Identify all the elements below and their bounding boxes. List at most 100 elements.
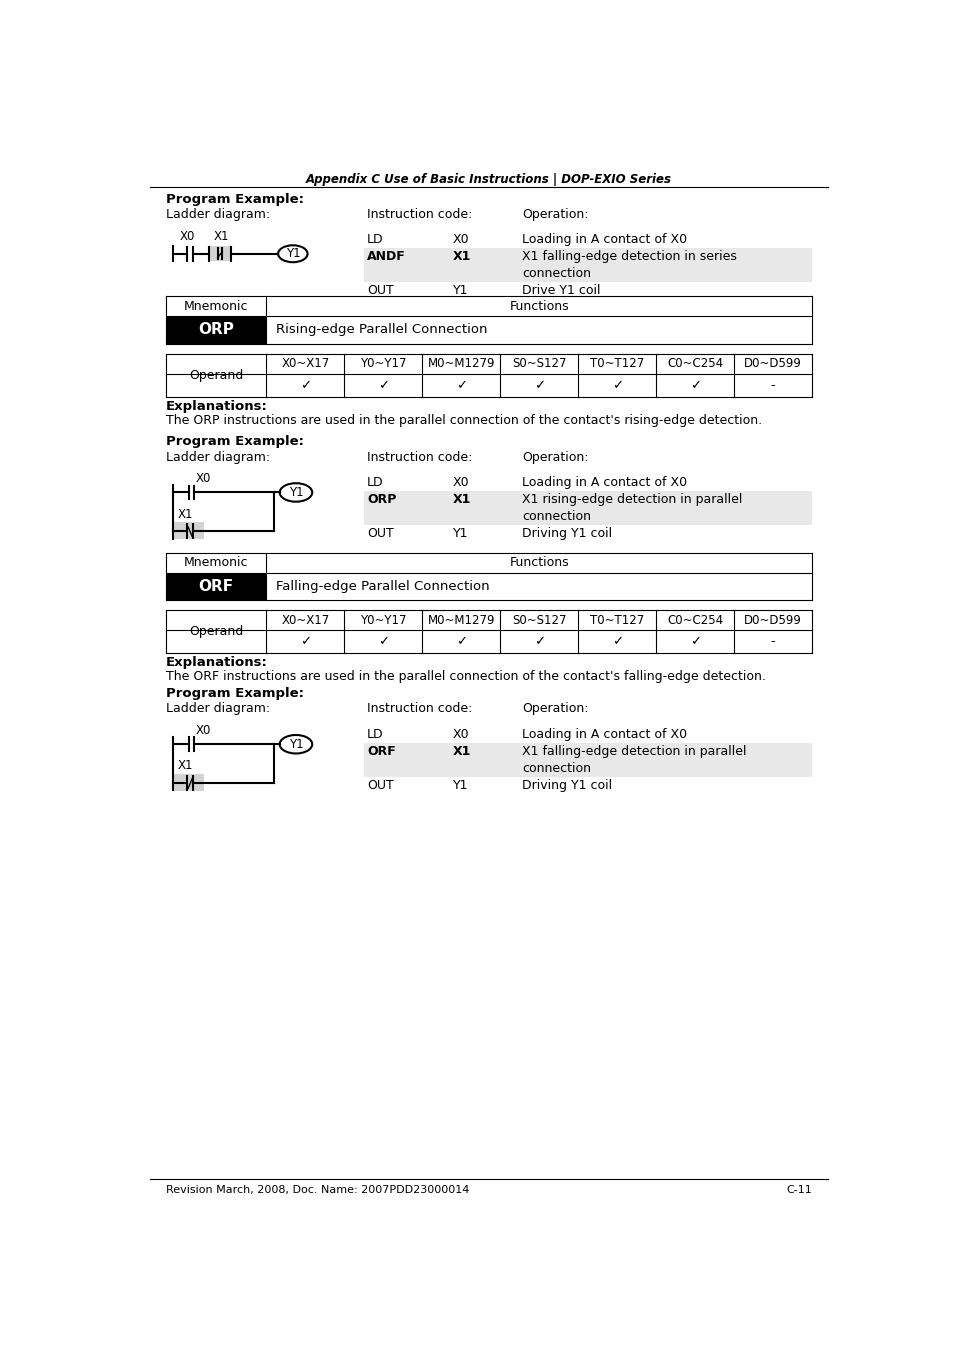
Text: Explanations:: Explanations:: [166, 400, 268, 412]
Text: ✓: ✓: [689, 378, 700, 392]
Text: X1: X1: [452, 250, 471, 263]
Bar: [364, 490, 811, 524]
Text: Driving Y1 coil: Driving Y1 coil: [521, 778, 612, 792]
Text: S0~S127: S0~S127: [512, 358, 566, 370]
Text: T0~T127: T0~T127: [590, 613, 643, 627]
Text: X0: X0: [452, 476, 469, 489]
Text: Ladder diagram:: Ladder diagram:: [166, 703, 270, 715]
Text: Operand: Operand: [189, 626, 243, 638]
Text: Ladder diagram:: Ladder diagram:: [166, 450, 270, 463]
Bar: [173, 523, 204, 539]
Bar: [166, 573, 266, 600]
Bar: [166, 316, 266, 345]
Text: D0~D599: D0~D599: [743, 613, 801, 627]
Text: Y1: Y1: [452, 284, 468, 297]
Text: X1 rising-edge detection in parallel: X1 rising-edge detection in parallel: [521, 493, 741, 505]
Text: OUT: OUT: [367, 284, 394, 297]
Text: Y1: Y1: [285, 247, 300, 261]
Text: Drive Y1 coil: Drive Y1 coil: [521, 284, 600, 297]
Text: C0~C254: C0~C254: [666, 613, 722, 627]
Text: ✓: ✓: [611, 378, 622, 392]
Text: X0: X0: [452, 728, 469, 740]
Text: Y0~Y17: Y0~Y17: [360, 358, 406, 370]
Text: Instruction code:: Instruction code:: [367, 450, 472, 463]
Text: X1: X1: [177, 508, 193, 520]
Text: Y1: Y1: [289, 738, 303, 751]
Text: ✓: ✓: [456, 378, 466, 392]
Bar: [209, 246, 231, 262]
Text: Mnemonic: Mnemonic: [184, 300, 248, 312]
Text: -: -: [770, 378, 775, 392]
Text: Program Example:: Program Example:: [166, 686, 303, 700]
Text: X0: X0: [452, 234, 469, 246]
Text: X1: X1: [452, 744, 471, 758]
Text: ✓: ✓: [299, 378, 311, 392]
Text: Instruction code:: Instruction code:: [367, 703, 472, 715]
Text: ✓: ✓: [533, 635, 544, 648]
Text: Y1: Y1: [452, 778, 468, 792]
Text: Y1: Y1: [452, 527, 468, 540]
Text: Falling-edge Parallel Connection: Falling-edge Parallel Connection: [275, 580, 489, 593]
Text: Driving Y1 coil: Driving Y1 coil: [521, 527, 612, 540]
Text: T0~T127: T0~T127: [590, 358, 643, 370]
Text: Rising-edge Parallel Connection: Rising-edge Parallel Connection: [275, 323, 487, 336]
Text: Mnemonic: Mnemonic: [184, 557, 248, 569]
Text: ✓: ✓: [611, 635, 622, 648]
Bar: [364, 249, 811, 282]
Text: Ladder diagram:: Ladder diagram:: [166, 208, 270, 222]
Text: Explanations:: Explanations:: [166, 657, 268, 669]
Text: ✓: ✓: [533, 378, 544, 392]
Text: Loading in A contact of X0: Loading in A contact of X0: [521, 728, 687, 740]
Text: X0~X17: X0~X17: [281, 613, 329, 627]
Text: C-11: C-11: [785, 1185, 811, 1196]
Text: X1: X1: [452, 493, 471, 505]
Text: LD: LD: [367, 234, 383, 246]
Text: OUT: OUT: [367, 778, 394, 792]
Text: connection: connection: [521, 509, 591, 523]
Text: Y0~Y17: Y0~Y17: [360, 613, 406, 627]
Text: ✓: ✓: [377, 378, 389, 392]
Text: X0: X0: [195, 471, 211, 485]
Text: ✓: ✓: [377, 635, 389, 648]
Text: X1 falling-edge detection in parallel: X1 falling-edge detection in parallel: [521, 744, 746, 758]
Text: connection: connection: [521, 762, 591, 774]
Text: Functions: Functions: [509, 557, 569, 569]
Text: Program Example:: Program Example:: [166, 193, 303, 205]
Text: S0~S127: S0~S127: [512, 613, 566, 627]
Text: ✓: ✓: [456, 635, 466, 648]
Text: connection: connection: [521, 267, 591, 280]
Text: Operation:: Operation:: [521, 703, 588, 715]
Text: ORF: ORF: [198, 578, 233, 594]
Text: Operand: Operand: [189, 369, 243, 382]
Text: X1 falling-edge detection in series: X1 falling-edge detection in series: [521, 250, 737, 263]
Text: ORF: ORF: [367, 744, 395, 758]
Text: Program Example:: Program Example:: [166, 435, 303, 449]
Text: The ORP instructions are used in the parallel connection of the contact's rising: The ORP instructions are used in the par…: [166, 413, 761, 427]
Text: Operation:: Operation:: [521, 208, 588, 222]
Text: LD: LD: [367, 728, 383, 740]
Text: Revision March, 2008, Doc. Name: 2007PDD23000014: Revision March, 2008, Doc. Name: 2007PDD…: [166, 1185, 469, 1196]
Text: Instruction code:: Instruction code:: [367, 208, 472, 222]
Text: Loading in A contact of X0: Loading in A contact of X0: [521, 234, 687, 246]
Text: X0~X17: X0~X17: [281, 358, 329, 370]
Text: Appendix C Use of Basic Instructions | DOP-EXIO Series: Appendix C Use of Basic Instructions | D…: [306, 173, 671, 185]
Text: ✓: ✓: [689, 635, 700, 648]
Text: ORP: ORP: [367, 493, 396, 505]
Text: X1: X1: [213, 230, 229, 243]
Text: M0~M1279: M0~M1279: [427, 613, 495, 627]
Text: -: -: [770, 635, 775, 648]
Text: ORP: ORP: [198, 323, 233, 338]
Bar: [173, 774, 204, 792]
Text: Functions: Functions: [509, 300, 569, 312]
Text: LD: LD: [367, 476, 383, 489]
Text: X0: X0: [179, 230, 194, 243]
Text: Operation:: Operation:: [521, 450, 588, 463]
Text: X0: X0: [195, 724, 211, 736]
Text: D0~D599: D0~D599: [743, 358, 801, 370]
Text: OUT: OUT: [367, 527, 394, 540]
Text: ✓: ✓: [299, 635, 311, 648]
Text: M0~M1279: M0~M1279: [427, 358, 495, 370]
Text: Y1: Y1: [289, 486, 303, 499]
Text: ANDF: ANDF: [367, 250, 406, 263]
Text: C0~C254: C0~C254: [666, 358, 722, 370]
